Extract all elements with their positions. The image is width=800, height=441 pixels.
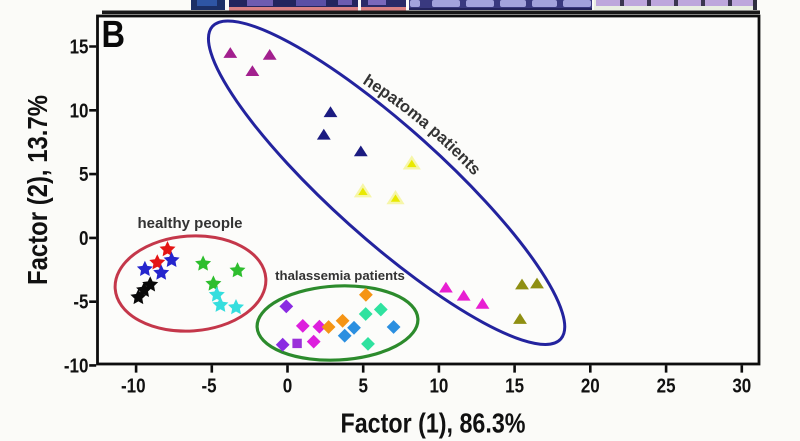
svg-text:-10: -10 [64,355,89,377]
svg-text:healthy people: healthy people [137,215,242,232]
svg-text:-10: -10 [121,376,146,398]
svg-text:5: 5 [358,376,368,398]
svg-text:20: 20 [581,376,600,398]
svg-text:0: 0 [283,376,293,398]
svg-text:5: 5 [79,164,89,186]
svg-text:30: 30 [732,376,751,398]
svg-text:0: 0 [79,228,89,250]
svg-text:thalassemia patients: thalassemia patients [275,268,405,283]
svg-text:10: 10 [70,100,89,122]
svg-text:Factor (1), 86.3%: Factor (1), 86.3% [341,408,526,439]
svg-text:-5: -5 [201,376,216,398]
svg-text:15: 15 [70,37,89,59]
svg-text:25: 25 [657,376,676,398]
svg-text:Factor (2), 13.7%: Factor (2), 13.7% [22,95,53,285]
svg-text:15: 15 [505,376,524,398]
svg-text:-5: -5 [73,292,88,314]
svg-text:B: B [102,14,126,56]
svg-text:10: 10 [429,376,448,398]
